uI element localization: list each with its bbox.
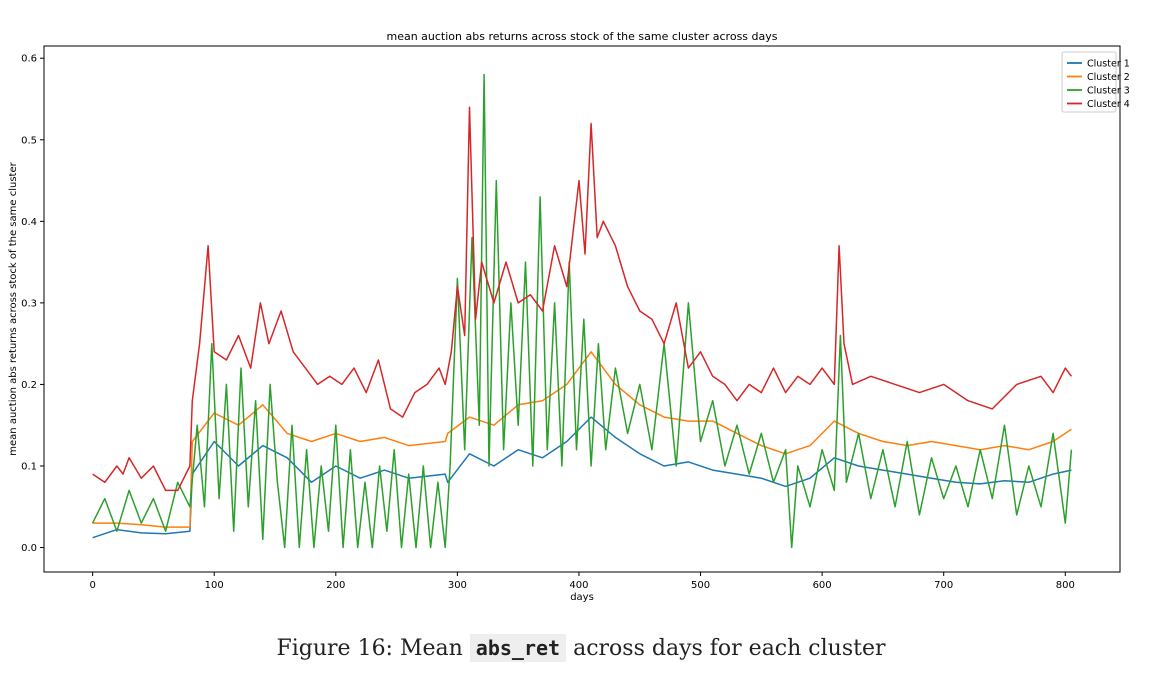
x-tick-label: 800 [1056, 580, 1075, 591]
caption-prefix: Figure 16: Mean [276, 636, 463, 661]
series-line-cluster-2 [92, 351, 1072, 528]
y-tick-label: 0.2 [21, 380, 37, 391]
legend-label-cluster-4: Cluster 4 [1087, 99, 1130, 110]
y-tick-label: 0.3 [21, 298, 37, 309]
chart-title: mean auction abs returns across stock of… [386, 30, 777, 43]
caption-suffix: across days for each cluster [573, 636, 886, 661]
caption-code: abs_ret [469, 634, 567, 662]
y-tick-label: 0.0 [21, 543, 37, 554]
x-tick-label: 200 [326, 580, 345, 591]
x-tick-label: 500 [691, 580, 710, 591]
series-line-cluster-1 [92, 416, 1072, 539]
plot-frame [43, 45, 1121, 573]
legend-label-cluster-1: Cluster 1 [1087, 59, 1130, 70]
line-chart: 0 100 200 300 400 500 600 700 800 0.0 0.1 0.2 0.3 0.4… [8, 30, 1130, 603]
y-tick-label: 0.6 [21, 54, 37, 65]
y-tick-label: 0.4 [21, 217, 37, 228]
x-tick-label: 600 [813, 580, 832, 591]
legend-label-cluster-2: Cluster 2 [1087, 72, 1130, 83]
y-tick-label: 0.1 [21, 461, 37, 472]
y-axis-label: mean auction abs returns across stock of… [8, 161, 19, 455]
x-tick-label: 0 [89, 580, 95, 591]
series-line-cluster-3 [91, 73, 1073, 549]
series-line-cluster-4 [92, 106, 1073, 492]
y-tick-label: 0.5 [21, 135, 37, 146]
legend-label-cluster-3: Cluster 3 [1087, 86, 1130, 97]
x-tick-label: 100 [205, 580, 224, 591]
x-tick-label: 700 [934, 580, 953, 591]
x-tick-label: 400 [569, 580, 588, 591]
x-axis-label: days [570, 592, 594, 603]
legend-box [1061, 51, 1117, 113]
x-tick-label: 300 [448, 580, 467, 591]
figure-caption: Figure 16: Mean abs_ret across days for … [0, 634, 1162, 662]
